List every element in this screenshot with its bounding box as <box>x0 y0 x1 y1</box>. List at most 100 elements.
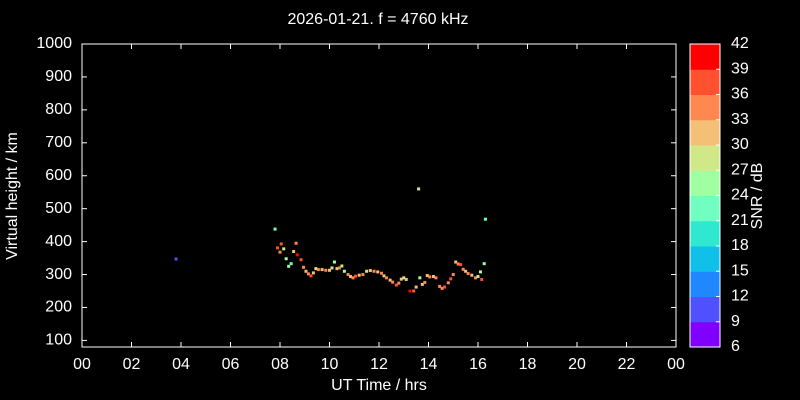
point <box>294 241 298 245</box>
point <box>324 268 328 272</box>
point <box>431 275 435 279</box>
point <box>276 246 280 250</box>
point <box>287 264 291 268</box>
y-tick-label: 600 <box>45 167 72 184</box>
point <box>404 277 408 281</box>
point <box>483 217 487 221</box>
point <box>459 263 463 267</box>
point <box>372 269 376 273</box>
colorbar-tick-label: 24 <box>731 187 749 204</box>
point <box>335 267 339 271</box>
point <box>412 289 416 293</box>
y-tick-label: 100 <box>45 332 72 349</box>
point <box>365 269 369 273</box>
colorbar-band <box>690 195 720 222</box>
chart-title: 2026-01-21. f = 4760 kHz <box>287 11 468 28</box>
point <box>428 275 432 279</box>
point <box>316 268 320 272</box>
colorbar-tick-label: 33 <box>731 111 749 128</box>
point <box>423 280 427 284</box>
point <box>282 247 286 251</box>
point <box>314 267 318 271</box>
x-tick-label: 14 <box>420 356 438 373</box>
point <box>306 272 310 276</box>
point <box>353 274 357 278</box>
point <box>340 264 344 268</box>
colorbar-band <box>690 94 720 121</box>
point <box>425 274 429 278</box>
x-tick-label: 00 <box>667 356 685 373</box>
point <box>384 276 388 280</box>
colorbar-label: SNR / dB <box>749 163 766 230</box>
point <box>446 281 450 285</box>
colorbar-band <box>690 246 720 272</box>
point <box>476 275 480 279</box>
point <box>417 187 421 191</box>
point <box>328 268 331 272</box>
point <box>357 273 361 277</box>
point <box>273 227 277 231</box>
colorbar-band <box>690 170 720 196</box>
point <box>332 260 336 264</box>
y-tick-label: 300 <box>45 266 72 283</box>
colorbar-tick-label: 27 <box>731 161 749 178</box>
x-tick-label: 06 <box>222 356 240 373</box>
point <box>470 273 474 277</box>
point <box>379 271 383 275</box>
x-tick-label: 08 <box>271 356 289 373</box>
point <box>414 285 418 289</box>
point <box>438 284 442 288</box>
colorbar-band <box>690 69 720 95</box>
point <box>337 266 341 270</box>
point <box>320 268 324 272</box>
y-tick-label: 800 <box>45 101 72 118</box>
point <box>304 269 308 273</box>
colorbar-band <box>690 321 720 348</box>
colorbar-band <box>690 220 720 247</box>
x-tick-label: 10 <box>321 356 339 373</box>
point <box>482 262 486 266</box>
point <box>278 250 282 254</box>
point <box>368 269 372 273</box>
colorbar-band <box>690 145 720 171</box>
point <box>284 257 288 261</box>
x-axis-label: UT Time / hrs <box>331 377 427 394</box>
point <box>391 280 395 284</box>
colorbar-band <box>690 119 720 146</box>
colorbar-tick-label: 6 <box>731 338 740 355</box>
point <box>279 242 283 246</box>
point <box>388 278 392 282</box>
x-tick-label: 20 <box>568 356 586 373</box>
x-tick-label: 12 <box>370 356 388 373</box>
point <box>309 274 313 278</box>
point <box>451 273 455 277</box>
colorbar-tick-label: 30 <box>731 136 749 153</box>
point <box>434 276 438 280</box>
point <box>394 283 398 287</box>
y-axis-label: Virtual height / km <box>4 132 21 260</box>
point <box>456 262 460 266</box>
colorbar-tick-label: 39 <box>731 60 749 77</box>
y-tick-label: 400 <box>45 233 72 250</box>
point <box>399 277 403 281</box>
point <box>461 267 465 271</box>
y-tick-label: 500 <box>45 200 72 217</box>
point <box>376 270 380 274</box>
colorbar-tick-label: 9 <box>731 313 740 330</box>
point <box>351 276 355 280</box>
colorbar-tick-label: 21 <box>731 212 749 229</box>
colorbar-tick-label: 18 <box>731 237 749 254</box>
x-tick-label: 22 <box>618 356 636 373</box>
point <box>295 253 299 257</box>
colorbar-band <box>690 296 720 323</box>
x-tick-label: 00 <box>73 356 91 373</box>
colorbar-tick-label: 36 <box>731 86 749 103</box>
x-tick-label: 18 <box>519 356 537 373</box>
point <box>302 265 306 269</box>
point <box>466 272 470 276</box>
point <box>346 273 350 277</box>
point <box>174 257 178 261</box>
point <box>449 277 453 281</box>
point <box>480 277 484 281</box>
